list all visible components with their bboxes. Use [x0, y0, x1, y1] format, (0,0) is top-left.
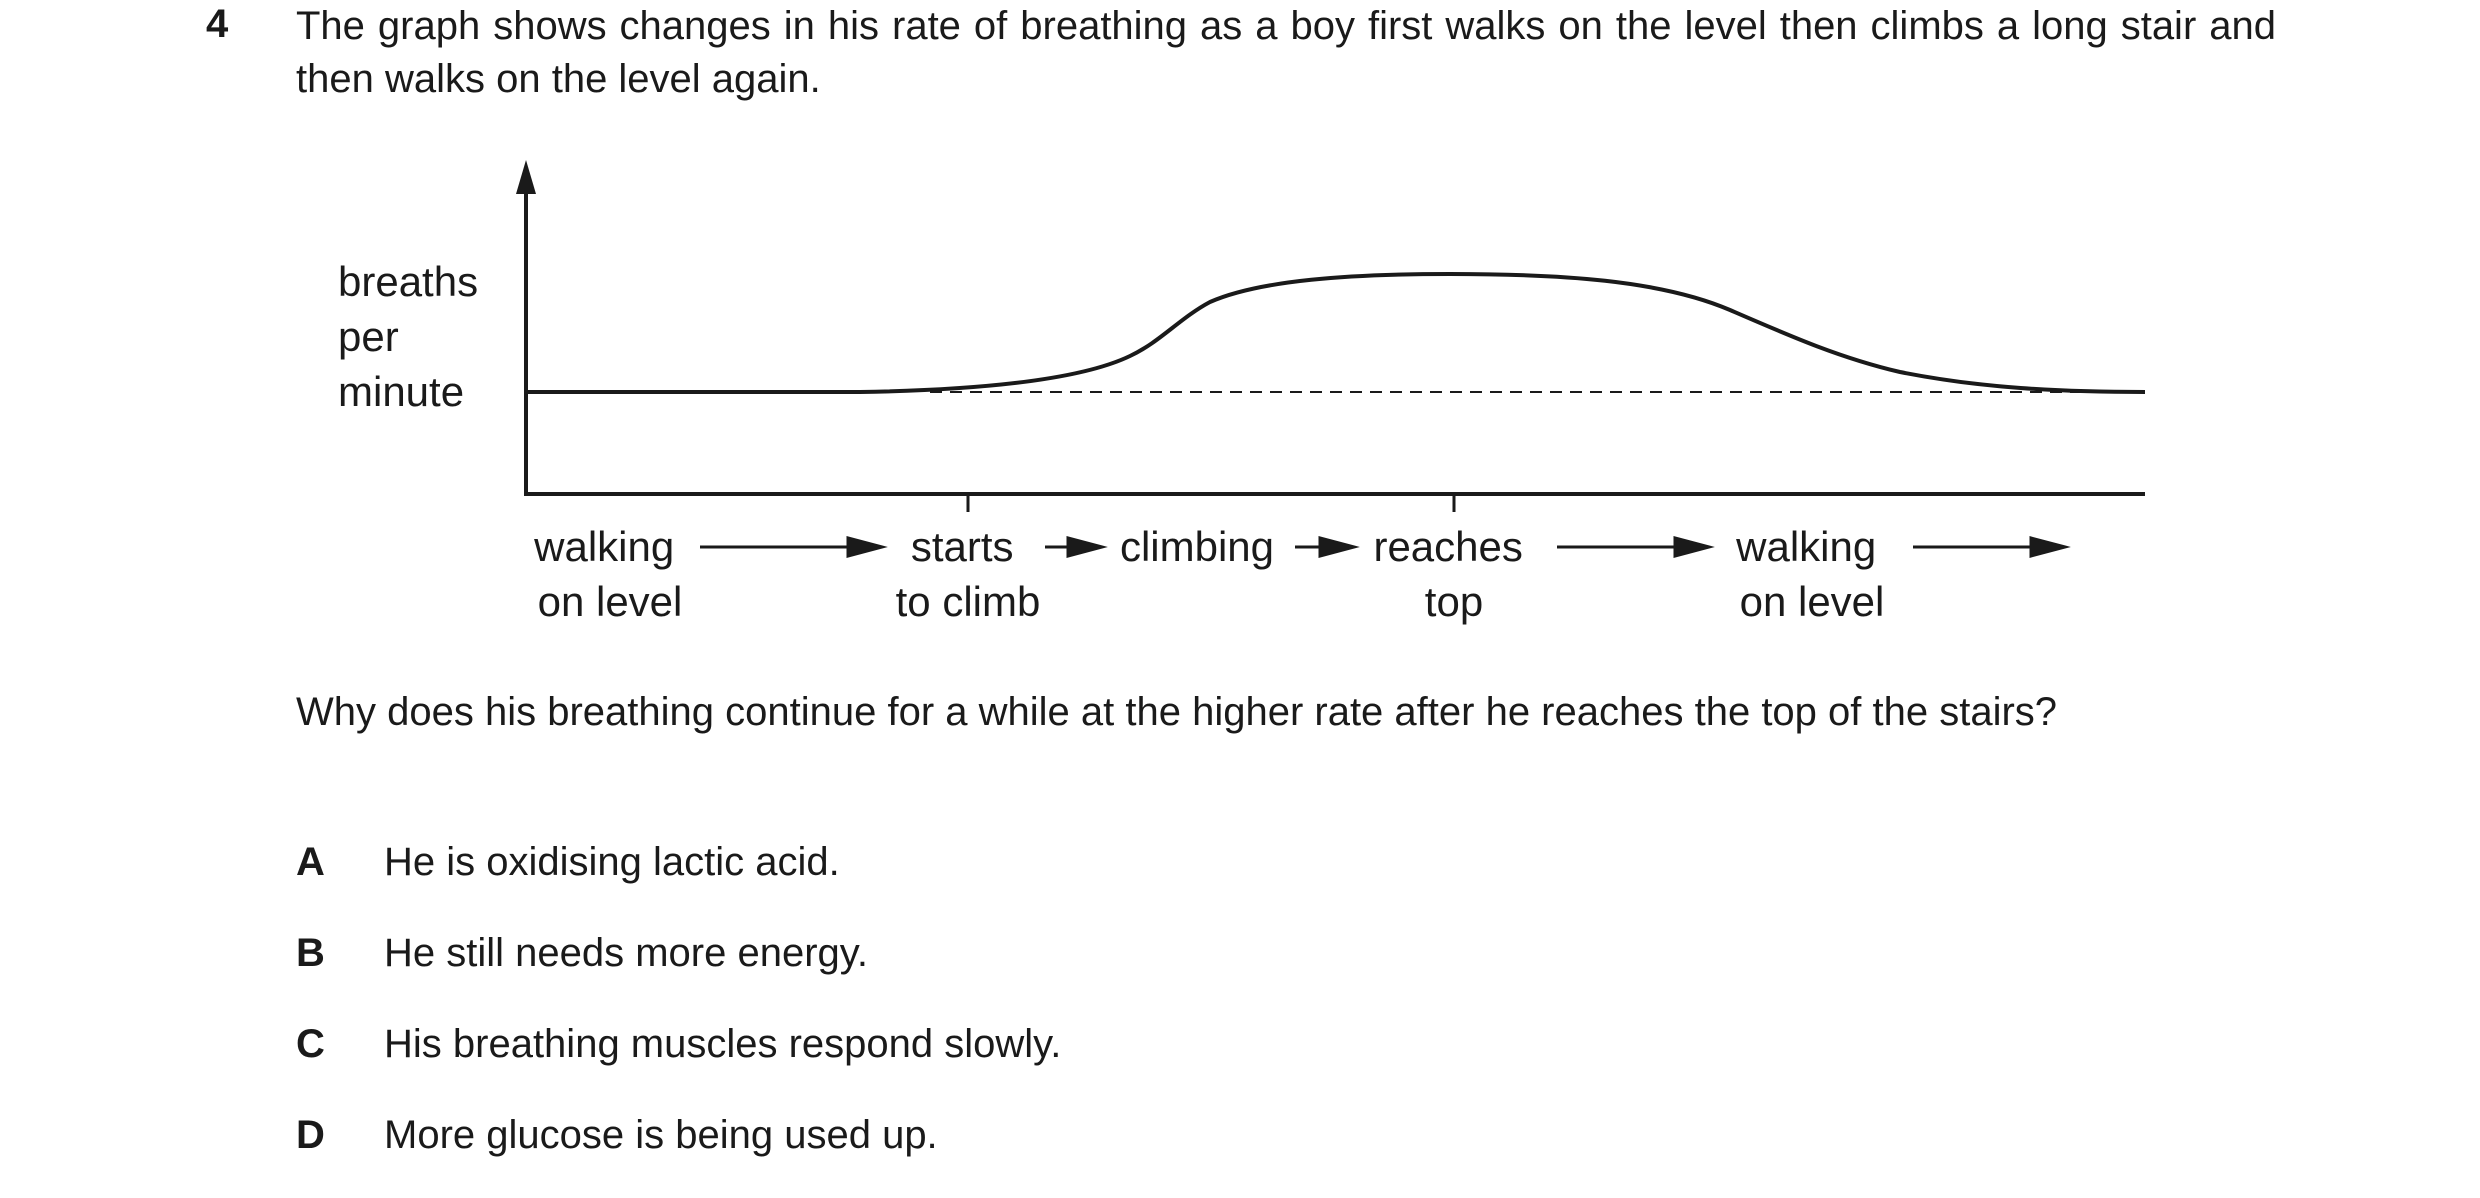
option-letter: A: [296, 840, 325, 884]
breathing-curve: [526, 271, 2146, 394]
option-text: He still needs more energy.: [384, 931, 868, 975]
option-letter: B: [296, 931, 325, 975]
arrow-3-head: [1318, 536, 1360, 558]
question-stem: Why does his breathing continue for a wh…: [296, 690, 2058, 734]
x-label-walking-start: walking on level: [533, 523, 686, 625]
y-axis-label-line: per: [338, 313, 399, 360]
x-label-reaches-top: reaches top: [1373, 523, 1534, 625]
x-label-walking-end: walking on level: [1735, 523, 1888, 625]
question-intro: The graph shows changes in his rate of b…: [296, 4, 2276, 101]
option-letter: C: [296, 1022, 325, 1066]
option-text: More glucose is being used up.: [384, 1113, 938, 1157]
arrow-1-head: [846, 536, 888, 558]
question-number: 4: [206, 2, 229, 46]
y-axis-label-line: minute: [338, 368, 464, 415]
option-text: He is oxidising lactic acid.: [384, 840, 840, 884]
x-label-starts-to-climb: starts to climb: [896, 523, 1041, 625]
x-label-climbing: climbing: [1120, 523, 1274, 570]
y-axis-label-line: breaths: [338, 258, 478, 305]
arrow-5-head: [2029, 536, 2071, 558]
option-text: His breathing muscles respond slowly.: [384, 1022, 1062, 1066]
arrow-2-head: [1066, 536, 1108, 558]
option-letter: D: [296, 1113, 325, 1157]
breathing-rate-graph: breaths per minute walking on level star…: [338, 160, 2146, 625]
arrow-4-head: [1673, 536, 1715, 558]
sequence-arrows: [700, 536, 2071, 558]
y-axis-arrowhead: [516, 160, 536, 194]
y-axis-label: breaths per minute: [338, 258, 490, 415]
